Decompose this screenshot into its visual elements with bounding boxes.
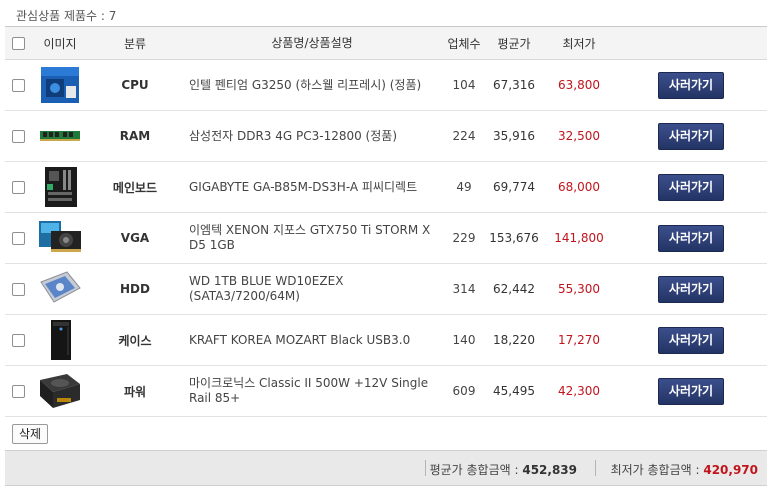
row-lowest-price: 55,300 (543, 263, 615, 315)
avg-total-label: 평균가 총합금액 : (429, 463, 523, 477)
product-name-link[interactable]: WD 1TB BLUE WD10EZEX (SATA3/7200/64M) (181, 263, 443, 315)
avg-total: 평균가 총합금액 : 452,839 (430, 461, 577, 478)
table-row: 메인보드 GIGABYTE GA-B85M-DS3H-A 피씨디렉트 49 69… (5, 161, 767, 213)
row-avg-price: 45,495 (485, 365, 543, 417)
graphics-card-icon[interactable] (37, 217, 83, 259)
buy-button[interactable]: 사러가기 (658, 275, 724, 303)
buy-button[interactable]: 사러가기 (658, 377, 724, 405)
row-avg-price: 153,676 (485, 212, 543, 264)
row-shop-count: 609 (443, 365, 485, 417)
row-category: 메인보드 (89, 161, 181, 213)
hard-drive-icon[interactable] (37, 268, 83, 310)
divider (425, 460, 426, 476)
product-name-link[interactable]: 삼성전자 DDR3 4G PC3-12800 (정품) (181, 110, 443, 162)
row-category: 케이스 (89, 314, 181, 366)
table-header-row: 이미지 분류 상품명/상품설명 업체수 평균가 최저가 (5, 26, 767, 60)
motherboard-icon[interactable] (37, 166, 83, 208)
table-row: 케이스 KRAFT KOREA MOZART Black USB3.0 140 … (5, 314, 767, 366)
wishlist-table: 이미지 분류 상품명/상품설명 업체수 평균가 최저가 CPU 인텔 펜티엄 G… (5, 26, 767, 417)
wishlist-count: 관심상품 제품수 : 7 (16, 9, 117, 23)
col-header-buy (615, 26, 767, 60)
row-checkbox[interactable] (11, 334, 25, 347)
row-lowest-price: 63,800 (543, 59, 615, 111)
row-checkbox[interactable] (11, 385, 25, 398)
row-category: VGA (89, 212, 181, 264)
product-name-link[interactable]: 인텔 펜티엄 G3250 (하스웰 리프레시) (정품) (181, 59, 443, 111)
product-name-link[interactable]: GIGABYTE GA-B85M-DS3H-A 피씨디렉트 (181, 161, 443, 213)
ram-stick-icon[interactable] (37, 115, 83, 157)
row-shop-count: 104 (443, 59, 485, 111)
row-lowest-price: 42,300 (543, 365, 615, 417)
col-header-avg: 평균가 (485, 26, 543, 60)
select-all-checkbox[interactable] (11, 37, 25, 50)
row-shop-count: 49 (443, 161, 485, 213)
select-all-checkbox-cell[interactable] (5, 26, 31, 60)
buy-button[interactable]: 사러가기 (658, 326, 724, 354)
row-shop-count: 314 (443, 263, 485, 315)
avg-total-value: 452,839 (522, 463, 577, 477)
totals-bar: 평균가 총합금액 : 452,839 최저가 총합금액 : 420,970 (5, 450, 767, 486)
row-shop-count: 140 (443, 314, 485, 366)
table-row: RAM 삼성전자 DDR3 4G PC3-12800 (정품) 224 35,9… (5, 110, 767, 162)
table-row: VGA 이엠텍 XENON 지포스 GTX750 Ti STORM X D5 1… (5, 212, 767, 264)
col-header-image: 이미지 (31, 26, 89, 60)
col-header-shops: 업체수 (443, 26, 485, 60)
product-name-link[interactable]: KRAFT KOREA MOZART Black USB3.0 (181, 314, 443, 366)
row-category: CPU (89, 59, 181, 111)
cpu-box-icon[interactable] (37, 64, 83, 106)
row-checkbox[interactable] (11, 181, 25, 194)
row-avg-price: 18,220 (485, 314, 543, 366)
divider (595, 460, 596, 476)
product-name-link[interactable]: 마이크로닉스 Classic II 500W +12V Single Rail … (181, 365, 443, 417)
row-avg-price: 69,774 (485, 161, 543, 213)
buy-button[interactable]: 사러가기 (658, 173, 724, 201)
row-lowest-price: 68,000 (543, 161, 615, 213)
row-shop-count: 229 (443, 212, 485, 264)
power-supply-icon[interactable] (37, 370, 83, 412)
buy-button[interactable]: 사러가기 (658, 122, 724, 150)
row-checkbox[interactable] (11, 232, 25, 245)
row-checkbox[interactable] (11, 283, 25, 296)
delete-button[interactable]: 삭제 (12, 424, 48, 444)
table-row: 파워 마이크로닉스 Classic II 500W +12V Single Ra… (5, 365, 767, 417)
product-name-link[interactable]: 이엠텍 XENON 지포스 GTX750 Ti STORM X D5 1GB (181, 212, 443, 264)
row-avg-price: 62,442 (485, 263, 543, 315)
table-row: CPU 인텔 펜티엄 G3250 (하스웰 리프레시) (정품) 104 67,… (5, 59, 767, 111)
row-checkbox[interactable] (11, 79, 25, 92)
row-avg-price: 67,316 (485, 59, 543, 111)
row-checkbox[interactable] (11, 130, 25, 143)
lowest-total-value: 420,970 (703, 463, 758, 477)
row-avg-price: 35,916 (485, 110, 543, 162)
col-header-name: 상품명/상품설명 (181, 26, 443, 60)
lowest-total: 최저가 총합금액 : 420,970 (611, 461, 758, 478)
row-lowest-price: 141,800 (543, 212, 615, 264)
lowest-total-label: 최저가 총합금액 : (610, 463, 704, 477)
row-category: RAM (89, 110, 181, 162)
pc-case-icon[interactable] (37, 319, 83, 361)
table-row: HDD WD 1TB BLUE WD10EZEX (SATA3/7200/64M… (5, 263, 767, 315)
buy-button[interactable]: 사러가기 (658, 224, 724, 252)
row-lowest-price: 17,270 (543, 314, 615, 366)
col-header-category: 분류 (89, 26, 181, 60)
row-category: HDD (89, 263, 181, 315)
col-header-lowest: 최저가 (543, 26, 615, 60)
row-category: 파워 (89, 365, 181, 417)
row-shop-count: 224 (443, 110, 485, 162)
row-lowest-price: 32,500 (543, 110, 615, 162)
buy-button[interactable]: 사러가기 (658, 71, 724, 99)
